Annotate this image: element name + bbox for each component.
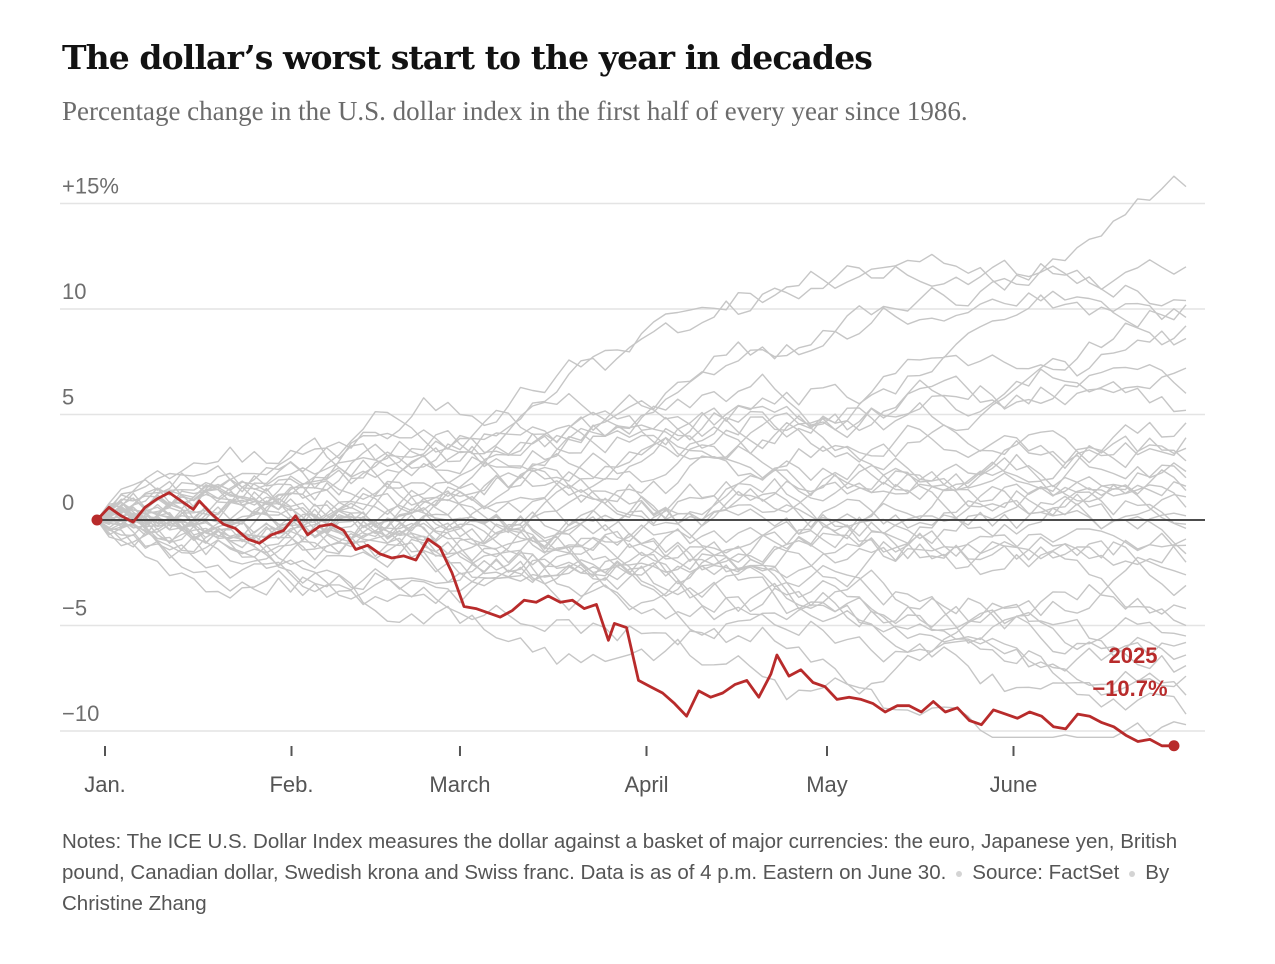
background-series-line: [96, 509, 1187, 696]
background-series-line: [96, 519, 1187, 673]
background-series-line: [96, 486, 1187, 630]
background-series-line: [96, 394, 1187, 521]
annotation-layer: 2025 −10.7%: [1092, 643, 1167, 701]
y-tick-label: −5: [62, 596, 87, 621]
notes-text: Notes: The ICE U.S. Dollar Index measure…: [62, 830, 1178, 884]
separator-dot: [956, 870, 963, 877]
source-credit: Source: FactSet: [972, 861, 1120, 884]
y-tick-label: 0: [62, 490, 74, 515]
background-series-line: [96, 409, 1187, 525]
background-series-line: [96, 253, 1187, 521]
background-series-line: [96, 424, 1187, 555]
byline: By Christine Zhang: [62, 861, 1170, 915]
x-tick-label: May: [806, 772, 848, 797]
background-series-line: [96, 322, 1187, 521]
y-tick-label: +15%: [62, 174, 119, 199]
background-series-line: [96, 506, 1187, 615]
background-series-line: [96, 463, 1187, 597]
background-series-line: [96, 437, 1187, 521]
x-tick-label: April: [624, 772, 668, 797]
chart-notes: Notes: The ICE U.S. Dollar Index measure…: [62, 826, 1222, 919]
background-series-line: [96, 512, 1187, 738]
background-series-line: [96, 435, 1187, 579]
separator-dot: [1129, 870, 1136, 877]
background-series-line: [96, 464, 1187, 559]
x-tick-label: March: [429, 772, 490, 797]
background-series-line: [96, 364, 1187, 521]
end-point-marker: [1168, 740, 1180, 752]
y-tick-label: 10: [62, 279, 86, 304]
y-tick-label: 5: [62, 385, 74, 410]
x-tick-label: Feb.: [269, 772, 313, 797]
background-series-line: [96, 482, 1187, 715]
x-axis: Jan. Feb. March April May June: [84, 746, 1037, 797]
background-series-line: [96, 514, 1187, 663]
highlight-series-layer: [91, 491, 1180, 752]
start-point-marker: [91, 514, 103, 526]
background-series-line: [96, 501, 1187, 696]
y-tick-label: −10: [62, 701, 99, 726]
background-series-line: [96, 330, 1187, 521]
background-series-layer: [96, 175, 1187, 738]
background-series-line: [96, 437, 1187, 660]
chart-subtitle: Percentage change in the U.S. dollar ind…: [62, 96, 968, 126]
annotation-value: −10.7%: [1092, 676, 1167, 701]
background-series-line: [96, 444, 1187, 528]
background-series-line: [96, 294, 1187, 521]
x-tick-label: June: [990, 772, 1038, 797]
background-series-line: [96, 519, 1187, 655]
background-series-line: [96, 467, 1187, 569]
background-series-line: [96, 491, 1187, 597]
background-series-line: [96, 259, 1187, 530]
background-series-line: [96, 493, 1187, 596]
highlight-series-line: [95, 491, 1174, 748]
chart-title: The dollar’s worst start to the year in …: [62, 38, 873, 77]
y-axis: +15% 10 5 0 −5 −10: [62, 174, 119, 727]
background-series-line: [96, 367, 1187, 544]
x-tick-label: Jan.: [84, 772, 126, 797]
grid-layer: [60, 202, 1205, 732]
background-series-line: [96, 478, 1187, 540]
background-series-line: [96, 421, 1187, 554]
annotation-year: 2025: [1108, 643, 1157, 668]
background-series-line: [96, 505, 1187, 580]
